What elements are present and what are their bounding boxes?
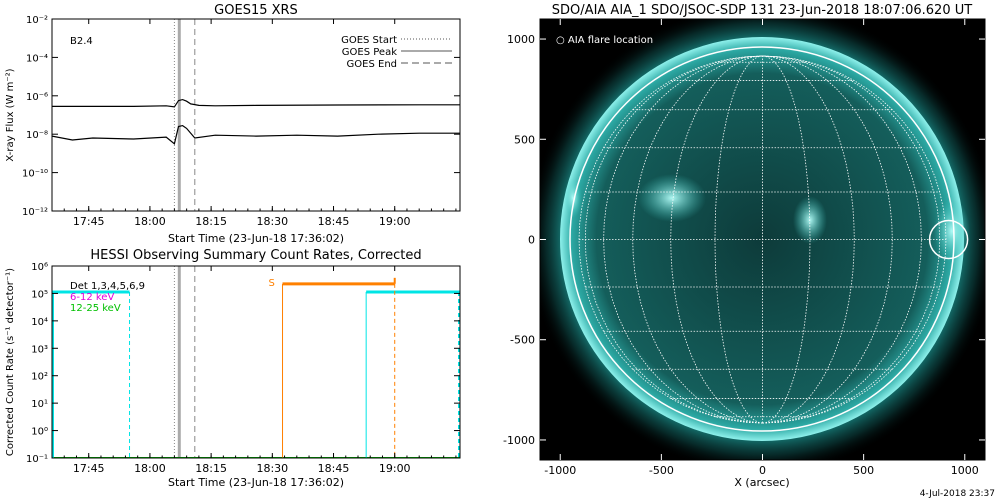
longitude-line <box>762 55 855 424</box>
goes-title: GOES15 XRS <box>214 3 298 18</box>
goes-frame <box>51 18 461 212</box>
longitude-line <box>670 55 763 424</box>
goes-plot-area <box>52 19 460 211</box>
goes-panel: GOES15 XRS 17:45 18:00 18:15 18:30 18:45 19:0… <box>5 3 461 245</box>
goes-legend: GOES Start GOES Peak GOES End <box>341 35 452 70</box>
active-region-limb <box>934 199 970 263</box>
hessi-y-tick-label: 10¹ <box>31 399 48 410</box>
aia-x-tick-label: 500 <box>853 464 874 477</box>
aia-y-tick-label: 0 <box>528 234 535 247</box>
hessi-y-label: Corrected Count Rate (s⁻¹ detector⁻¹) <box>5 268 16 456</box>
aia-legend: ○ AIA flare location <box>556 35 653 46</box>
goes-y-label: X-ray Flux (W m⁻²) <box>5 68 16 161</box>
goes-annotation: B2.4 <box>70 36 93 47</box>
sun-limb <box>569 46 955 432</box>
longitude-line <box>762 55 922 424</box>
hessi-x-tick-label: 19:00 <box>379 462 411 475</box>
aia-panel: SDO/AIA AIA_1 SDO/JSOC-SDP 131 23-Jun-20… <box>503 3 986 489</box>
hessi-legend: Det 1,3,4,5,6,9 6-12 keV 12-25 keV <box>70 281 145 314</box>
heliographic-grid <box>578 55 947 424</box>
hessi-annotation: S <box>269 278 275 289</box>
goes-series-1 <box>52 124 460 145</box>
footer-timestamp: 4-Jul-2018 23:37 <box>920 489 995 499</box>
goes-series-0 <box>52 98 460 108</box>
legend-goes-end: GOES End <box>347 59 397 70</box>
hessi-x-tick-label: 18:45 <box>318 462 350 475</box>
aia-y-tick-label: -1000 <box>503 434 535 447</box>
hessi-y-tick-label: 10⁰ <box>31 427 48 438</box>
goes-y-tick-label: 10⁻⁴ <box>26 53 48 64</box>
longitude-line <box>584 55 763 424</box>
hessi-title: HESSI Observing Summary Count Rates, Cor… <box>90 248 421 263</box>
flare-location-marker <box>928 219 969 260</box>
hessi-y-tick-label: 10³ <box>31 344 48 355</box>
hessi-plot-area <box>52 266 460 458</box>
aia-x-tick-label: 0 <box>759 464 766 477</box>
aia-x-tick-label: -500 <box>649 464 674 477</box>
goes-x-tick-label: 18:45 <box>318 215 350 228</box>
hessi-x-tick-label: 18:00 <box>134 462 166 475</box>
legend-6-12-kev: 6-12 keV <box>70 292 114 303</box>
hessi-y-tick-label: 10⁻¹ <box>26 454 48 465</box>
goes-x-tick-label: 17:45 <box>73 215 105 228</box>
goes-y-tick-label: 10⁻⁸ <box>26 130 48 141</box>
longitude-line <box>762 55 947 424</box>
sun-disk <box>560 37 964 441</box>
aia-y-tick-label: 500 <box>514 133 535 146</box>
aia-y-tick-label: 1000 <box>507 33 535 46</box>
hessi-y-tick-label: 10⁶ <box>31 262 48 273</box>
goes-y-tick-label: 10⁻¹² <box>22 207 48 218</box>
hessi-x-label: Start Time (23-Jun-18 17:36:02) <box>168 476 344 489</box>
goes-x-tick-label: 18:00 <box>134 215 166 228</box>
longitude-line <box>762 55 941 424</box>
goes-axes: 17:45 18:00 18:15 18:30 18:45 19:00 10⁻² 10⁻⁴ 10… <box>22 15 460 228</box>
hessi-frame <box>51 265 461 459</box>
aia-x-tick-label: 1000 <box>951 464 979 477</box>
legend-detectors: Det 1,3,4,5,6,9 <box>70 281 145 292</box>
hessi-y-tick-label: 10⁵ <box>31 289 48 300</box>
hessi-panel: HESSI Observing Summary Count Rates, Cor… <box>5 248 461 489</box>
goes-y-tick-label: 10⁻² <box>26 15 48 26</box>
active-region-east-limb <box>564 178 582 218</box>
aia-legend-text: ○ AIA flare location <box>556 35 653 46</box>
hessi-x-tick-label: 18:15 <box>195 462 227 475</box>
aia-axes: -1000 -500 0 500 1000 1000 500 0 -500 -1000 <box>503 19 985 477</box>
goes-x-label: Start Time (23-Jun-18 17:36:02) <box>168 232 344 245</box>
hessi-y-tick-label: 10² <box>31 372 48 383</box>
active-region-east <box>638 174 706 222</box>
aia-x-tick-label: -1000 <box>544 464 576 477</box>
aia-image <box>540 19 985 460</box>
goes-y-tick-label: 10⁻⁶ <box>26 92 48 103</box>
hessi-x-tick-label: 18:30 <box>256 462 288 475</box>
hessi-axes: 17:45 18:00 18:15 18:30 18:45 19:00 10⁶ 10⁵ 10⁴ 1… <box>26 262 460 475</box>
goes-y-tick-label: 10⁻¹⁰ <box>22 169 48 180</box>
aia-title: SDO/AIA AIA_1 SDO/JSOC-SDP 131 23-Jun-20… <box>552 3 972 18</box>
hessi-x-tick-label: 17:45 <box>73 462 105 475</box>
aia-y-tick-label: -500 <box>510 334 535 347</box>
hessi-y-tick-label: 10⁴ <box>31 317 48 328</box>
goes-x-tick-label: 18:15 <box>195 215 227 228</box>
aia-x-label: X (arcsec) <box>734 476 789 489</box>
legend-goes-start: GOES Start <box>341 35 397 46</box>
goes-x-tick-label: 19:00 <box>379 215 411 228</box>
longitude-line <box>603 55 763 424</box>
longitude-line <box>578 55 763 424</box>
goes-x-tick-label: 18:30 <box>256 215 288 228</box>
legend-goes-peak: GOES Peak <box>342 47 397 58</box>
legend-12-25-kev: 12-25 keV <box>70 303 121 314</box>
